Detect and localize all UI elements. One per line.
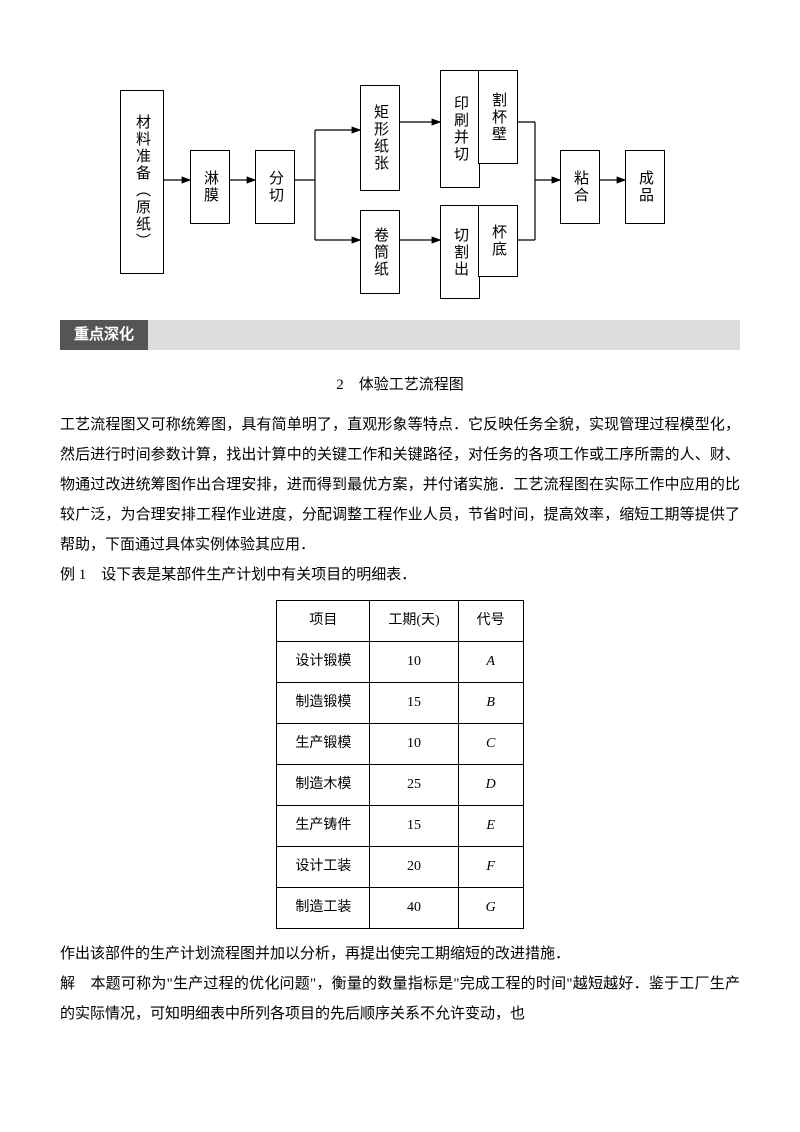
flowchart-node: 成品 xyxy=(625,150,665,224)
table-row: 设计工装20F xyxy=(277,847,523,888)
after-table-2: 解 本题可称为"生产过程的优化问题"，衡量的数量指标是"完成工程的时间"越短越好… xyxy=(60,969,740,1029)
table-cell: A xyxy=(458,642,523,683)
table-cell: 生产铸件 xyxy=(277,806,370,847)
table-row: 生产锻模10C xyxy=(277,724,523,765)
table-cell: 生产锻模 xyxy=(277,724,370,765)
table-header-cell: 代号 xyxy=(458,601,523,642)
flowchart-node: 分切 xyxy=(255,150,295,224)
table-cell: F xyxy=(458,847,523,888)
section-header: 重点深化 xyxy=(60,320,148,350)
table-cell: 20 xyxy=(370,847,458,888)
table-cell: 40 xyxy=(370,888,458,929)
table-row: 制造工装40G xyxy=(277,888,523,929)
table-cell: 设计锻模 xyxy=(277,642,370,683)
table-cell: 制造木模 xyxy=(277,765,370,806)
table-cell: B xyxy=(458,683,523,724)
flowchart-node: 粘合 xyxy=(560,150,600,224)
table-row: 制造锻模15B xyxy=(277,683,523,724)
table-row: 生产铸件15E xyxy=(277,806,523,847)
section-header-bar: 重点深化 xyxy=(60,320,740,350)
table-header-cell: 项目 xyxy=(277,601,370,642)
table-row: 设计锻模10A xyxy=(277,642,523,683)
flowchart-node: 杯底 xyxy=(478,205,518,277)
table-cell: E xyxy=(458,806,523,847)
table-cell: D xyxy=(458,765,523,806)
table-header-cell: 工期(天) xyxy=(370,601,458,642)
subtitle: 2 体验工艺流程图 xyxy=(60,370,740,400)
flowchart-node: 淋膜 xyxy=(190,150,230,224)
after-table-1: 作出该部件的生产计划流程图并加以分析，再提出使完工期缩短的改进措施． xyxy=(60,939,740,969)
table-cell: C xyxy=(458,724,523,765)
table-cell: 15 xyxy=(370,806,458,847)
flowchart-node: 印刷并切 xyxy=(440,70,480,188)
project-table: 项目工期(天)代号 设计锻模10A制造锻模15B生产锻模10C制造木模25D生产… xyxy=(276,600,523,929)
table-cell: 10 xyxy=(370,724,458,765)
flowchart-node: 切割出 xyxy=(440,205,480,299)
intro-paragraph: 工艺流程图又可称统筹图，具有简单明了，直观形象等特点．它反映任务全貌，实现管理过… xyxy=(60,410,740,560)
table-cell: G xyxy=(458,888,523,929)
flowchart-node: 矩形纸张 xyxy=(360,85,400,191)
table-cell: 制造锻模 xyxy=(277,683,370,724)
table-row: 制造木模25D xyxy=(277,765,523,806)
process-flowchart: 材料准备（原纸）淋膜分切矩形纸张卷筒纸印刷并切割杯壁切割出杯底粘合成品 xyxy=(100,40,700,290)
table-cell: 15 xyxy=(370,683,458,724)
flowchart-node: 割杯壁 xyxy=(478,70,518,164)
flowchart-node: 卷筒纸 xyxy=(360,210,400,294)
flowchart-node: 材料准备（原纸） xyxy=(120,90,164,274)
table-cell: 设计工装 xyxy=(277,847,370,888)
table-cell: 25 xyxy=(370,765,458,806)
example-intro: 例 1 设下表是某部件生产计划中有关项目的明细表． xyxy=(60,560,740,590)
table-cell: 10 xyxy=(370,642,458,683)
table-cell: 制造工装 xyxy=(277,888,370,929)
